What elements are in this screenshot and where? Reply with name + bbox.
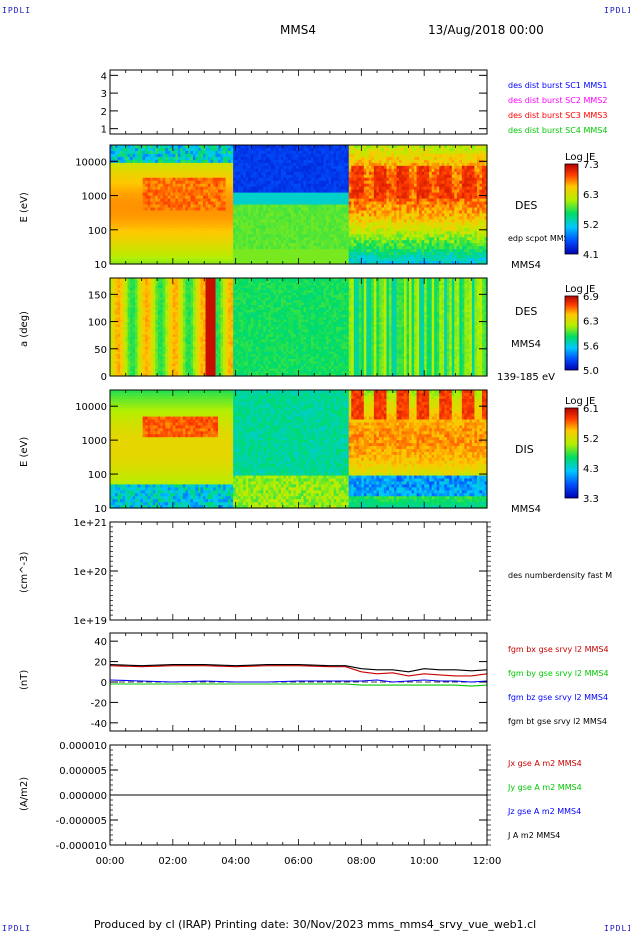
burst-legend-entry: des dist burst SC4 MMS4 (508, 126, 607, 135)
des-energy-spectrogram (110, 145, 488, 265)
ytick-label: 4 (101, 71, 107, 82)
ytick-label: 2 (101, 107, 107, 118)
burst-legend-entry: des dist burst SC1 MMS1 (508, 81, 607, 90)
ytick-label: 3 (101, 89, 107, 100)
multi-panel-plot: 1 2 3 4 des dist burst SC1 MMS1 des dist burs… (0, 0, 630, 934)
burst-legend-entry: des dist burst SC3 MMS3 (508, 111, 607, 120)
burst-legend-entry: des dist burst SC2 MMS2 (508, 96, 607, 105)
ytick-label: 1 (101, 125, 107, 136)
